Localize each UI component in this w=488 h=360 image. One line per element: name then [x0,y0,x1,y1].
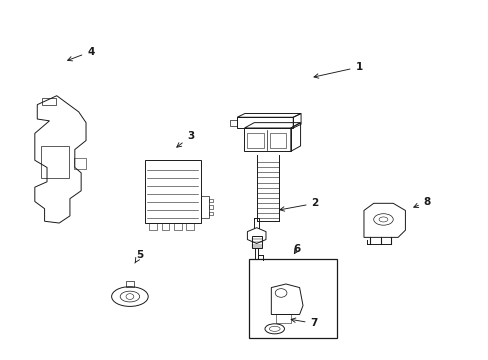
Text: 4: 4 [67,46,94,61]
Text: 2: 2 [279,198,318,211]
Bar [269,134,285,148]
Bar [149,223,157,230]
Bar [41,146,69,178]
Bar [244,128,290,151]
Text: 6: 6 [293,244,300,254]
Bar [173,223,181,230]
Bar [74,158,86,169]
Bar [276,315,290,323]
Text: 8: 8 [413,197,430,208]
Bar [249,259,336,338]
Bar [42,98,56,105]
Bar [247,134,263,148]
Bar [229,120,237,126]
Bar [237,117,293,128]
Bar [161,223,169,230]
Bar [209,199,213,202]
Text: 5: 5 [135,250,143,263]
Bar [200,196,209,218]
Bar [144,160,200,223]
Text: 3: 3 [177,131,194,147]
Text: 1: 1 [313,62,362,78]
Bar [251,235,261,248]
Bar [185,223,193,230]
Text: 7: 7 [290,318,317,328]
Bar [209,212,213,215]
Bar [209,205,213,209]
Bar [126,282,134,287]
